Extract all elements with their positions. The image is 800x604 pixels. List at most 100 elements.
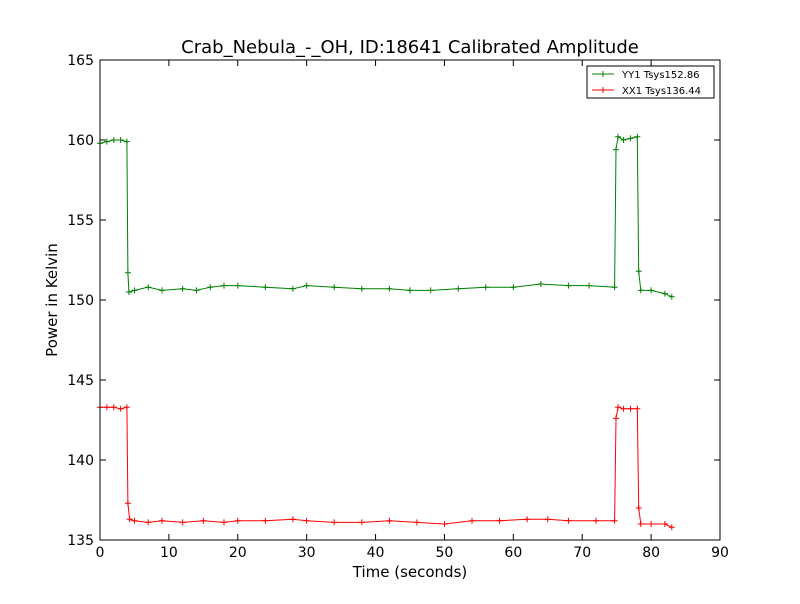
data-point-marker [123,404,130,411]
data-point-marker [661,521,668,527]
data-point-marker [637,287,644,294]
legend-box [586,65,715,99]
y-tick-label: 145 [67,373,94,389]
x-tick-label: 70 [573,545,591,561]
x-tick-label: 50 [436,545,454,561]
data-point-marker [386,285,393,292]
x-tick-label: 40 [367,545,385,561]
data-point-marker [145,284,152,291]
x-tick-label: 90 [711,545,729,561]
data-point-marker [565,282,572,289]
data-point-marker [193,287,200,294]
data-point-marker [262,517,269,524]
data-point-marker [612,415,619,422]
data-point-marker [510,284,517,291]
data-point-marker [668,293,675,300]
data-point-marker [131,517,138,524]
data-point-marker [103,138,110,145]
data-point-marker [234,282,241,289]
data-point-marker [358,519,365,526]
axes-layer: 0 10 20 30 40 50 60 70 80 90 135 140 145 150 155 160 165 [67,53,729,561]
data-point-marker [200,517,207,524]
data-point-marker [455,285,462,292]
x-tick-label: 0 [96,545,105,561]
legend-entries: YY1 Tsys152.86 XX1 Tsys136.44 [592,70,701,97]
data-point-marker [331,519,338,526]
data-point-marker [289,285,296,292]
data-point-marker [331,284,338,291]
data-point-marker [407,287,413,294]
data-point-marker [615,133,622,140]
y-tick-label: 150 [67,293,94,309]
data-point-marker [615,404,622,411]
data-point-marker [620,405,627,412]
data-point-marker [303,517,310,524]
y-tick-label: 165 [67,53,94,69]
data-point-marker [124,269,131,276]
data-point-marker [565,517,572,524]
data-point-marker [427,287,434,294]
data-point-marker [386,517,393,524]
data-point-marker [586,282,593,289]
data-point-marker [159,517,165,524]
y-tick-label: 155 [67,213,94,229]
data-point-marker [611,284,618,291]
data-point-marker [124,500,131,507]
data-point-marker [126,516,133,523]
data-point-marker [634,133,641,140]
data-point-marker [103,404,110,411]
data-point-marker [179,285,186,292]
data-point-marker [627,135,634,142]
data-point-marker [413,519,420,526]
legend-marker [600,71,606,77]
data-point-marker [668,524,675,531]
y-tick-label: 160 [67,133,94,149]
legend: YY1 Tsys152.86 XX1 Tsys136.44 [586,65,715,99]
data-point-marker [221,282,227,289]
series-layer [97,133,675,531]
legend-label: YY1 Tsys152.86 [621,70,700,81]
data-point-marker [221,519,227,526]
data-point-marker [524,516,531,523]
legend-marker [600,87,606,93]
data-point-marker [648,287,655,294]
data-point-marker [289,516,296,523]
y-axis-label: Power in Kelvin [43,243,61,357]
data-point-marker [661,290,668,297]
data-point-marker [482,284,489,291]
data-point-marker [110,404,117,411]
y-tick-label: 135 [67,533,94,549]
data-point-marker [358,285,365,292]
data-point-marker [145,519,152,526]
data-point-marker [634,405,641,412]
chart-title: Crab_Nebula_-_OH, ID:18641 Calibrated Am… [181,37,639,58]
data-point-marker [117,137,124,143]
data-point-marker [117,405,124,412]
x-tick-label: 30 [298,545,316,561]
y-tick-label: 140 [67,453,94,469]
data-point-marker [620,137,627,143]
data-point-marker [262,284,269,291]
data-point-marker [303,282,310,289]
data-point-marker [635,505,642,511]
data-point-marker [648,521,655,527]
data-point-marker [611,517,618,524]
data-point-marker [441,521,448,527]
data-point-marker [537,281,544,287]
data-point-marker [612,146,619,153]
data-point-marker [110,137,117,143]
data-point-marker [131,287,138,294]
x-tick-label: 10 [160,545,178,561]
x-tick-label: 20 [229,545,247,561]
data-point-marker [159,287,165,294]
x-tick-label: 60 [504,545,522,561]
series-line [99,136,673,298]
legend-label: XX1 Tsys136.44 [622,86,701,97]
data-point-marker [544,516,551,523]
series-line [100,406,673,528]
data-point-marker [469,517,475,524]
x-axis-label: Time (seconds) [352,563,468,581]
data-point-marker [627,405,634,412]
